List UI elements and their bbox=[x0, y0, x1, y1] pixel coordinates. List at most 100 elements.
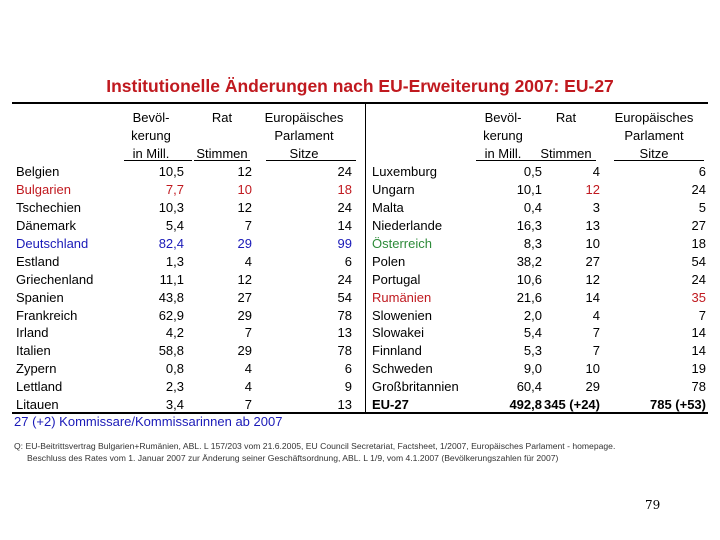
council-votes-value: 7 bbox=[244, 325, 252, 341]
ep-seats-value: 14 bbox=[337, 217, 352, 233]
country-name: Frankreich bbox=[16, 307, 78, 323]
population-value: 43,8 bbox=[158, 289, 184, 305]
country-name: Slowenien bbox=[372, 307, 432, 323]
table-row: Belgien 10,5 12 24 Luxemburg 0,5 4 6 bbox=[12, 163, 708, 181]
ep-seats-value: 78 bbox=[691, 379, 706, 395]
council-votes-value: 27 bbox=[585, 253, 600, 269]
ep-seats-value: 6 bbox=[344, 253, 352, 269]
table-row: Litauen 3,4 7 13 EU-27 492,8 345 (+24) 785 (+53… bbox=[12, 396, 708, 414]
header-text: Rat bbox=[555, 110, 577, 125]
country-name: Niederlande bbox=[372, 217, 443, 233]
header-text: in Mill. bbox=[132, 146, 170, 161]
population-value: 4,2 bbox=[165, 325, 184, 341]
council-votes-value: 10 bbox=[585, 235, 600, 251]
country-name: Italien bbox=[16, 343, 51, 359]
council-votes-value: 27 bbox=[237, 289, 252, 305]
population-value: 0,5 bbox=[523, 164, 542, 179]
council-votes-value: 29 bbox=[237, 343, 252, 359]
left-header-rat: Rat Stimmen bbox=[188, 109, 256, 163]
country-name: EU-27 bbox=[372, 397, 409, 413]
right-header-underline bbox=[476, 160, 544, 161]
header-text: Europäisches bbox=[264, 110, 344, 125]
table-row: Lettland 2,3 4 9 Großbritannien 60,4 29 78 bbox=[12, 378, 708, 396]
population-value: 2,3 bbox=[165, 379, 184, 395]
ep-seats-value: 54 bbox=[337, 289, 352, 305]
council-votes-value: 29 bbox=[237, 307, 252, 323]
council-votes-value: 4 bbox=[244, 361, 252, 377]
country-name: Slowakei bbox=[372, 325, 425, 341]
ep-seats-value: 27 bbox=[691, 217, 706, 233]
population-value: 60,4 bbox=[516, 379, 542, 395]
table-row: Italien 58,8 29 78 Finnland 5,3 7 14 bbox=[12, 342, 708, 360]
header-text: Bevöl- bbox=[132, 110, 170, 125]
bottom-rule bbox=[12, 412, 708, 414]
council-votes-value: 7 bbox=[244, 397, 252, 413]
left-header-underline bbox=[194, 160, 250, 161]
country-name: Schweden bbox=[372, 361, 433, 377]
country-name: Ungarn bbox=[372, 181, 415, 197]
ep-seats-value: 99 bbox=[337, 235, 352, 251]
ep-seats-value: 9 bbox=[344, 379, 352, 395]
country-name: Polen bbox=[372, 253, 406, 269]
header-text: Sitze bbox=[289, 146, 319, 161]
country-name: Griechenland bbox=[16, 271, 94, 287]
country-name: Tschechien bbox=[16, 199, 82, 215]
population-value: 0,8 bbox=[165, 361, 184, 377]
ep-seats-value: 24 bbox=[337, 271, 352, 287]
council-votes-value: 7 bbox=[592, 343, 600, 359]
ep-seats-value: 54 bbox=[691, 253, 706, 269]
council-votes-value: 12 bbox=[585, 271, 600, 287]
country-name: Luxemburg bbox=[372, 164, 438, 179]
ep-seats-value: 18 bbox=[691, 235, 706, 251]
source-line-1: Q: EU-Beitrittsvertrag Bulgarien+Rumänie… bbox=[14, 441, 616, 451]
population-value: 9,0 bbox=[523, 361, 542, 377]
table-row: Zypern 0,8 4 6 Schweden 9,0 10 19 bbox=[12, 360, 708, 378]
ep-seats-value: 18 bbox=[337, 181, 352, 197]
left-header-underline bbox=[124, 160, 192, 161]
header-text: Stimmen bbox=[196, 146, 248, 161]
council-votes-value: 4 bbox=[592, 164, 600, 179]
header-text: kerung bbox=[483, 128, 523, 143]
ep-seats-value: 78 bbox=[337, 307, 352, 323]
country-name: Spanien bbox=[16, 289, 64, 305]
page-title: Institutionelle Änderungen nach EU-Erwei… bbox=[106, 76, 614, 96]
ep-seats-value: 24 bbox=[337, 199, 352, 215]
ep-seats-value: 13 bbox=[337, 397, 352, 413]
council-votes-value: 14 bbox=[585, 289, 600, 305]
population-value: 62,9 bbox=[158, 307, 184, 323]
table-row: Deutschland 82,4 29 99 Österreich 8,3 10 18 bbox=[12, 235, 708, 253]
kommissare-note: 27 (+2) Kommissare/Kommissarinnen ab 200… bbox=[14, 414, 283, 429]
population-value: 7,7 bbox=[165, 181, 184, 197]
population-value: 58,8 bbox=[158, 343, 184, 359]
ep-seats-value: 19 bbox=[691, 361, 706, 377]
country-name: Rumänien bbox=[372, 289, 432, 305]
population-value: 11,1 bbox=[159, 271, 184, 287]
country-name: Dänemark bbox=[16, 217, 76, 233]
table-row: Spanien 43,8 27 54 Rumänien 21,6 14 35 bbox=[12, 289, 708, 307]
left-header-ep: Europäisches Parlament Sitze bbox=[250, 109, 358, 163]
ep-seats-value: 6 bbox=[344, 361, 352, 377]
ep-seats-value: 13 bbox=[337, 325, 352, 341]
header-text: Bevöl- bbox=[484, 110, 522, 125]
population-value: 492,8 bbox=[509, 397, 542, 413]
council-votes-value: 12 bbox=[237, 199, 252, 215]
source-line-2: Beschluss des Rates vom 1. Januar 2007 z… bbox=[27, 453, 559, 463]
country-name: Lettland bbox=[16, 379, 63, 395]
right-header-ep: Europäisches Parlament Sitze bbox=[600, 109, 708, 163]
ep-seats-value: 24 bbox=[691, 181, 706, 197]
population-value: 3,4 bbox=[165, 397, 184, 413]
population-value: 10,3 bbox=[158, 199, 184, 215]
left-header-underline bbox=[266, 160, 356, 161]
population-value: 0,4 bbox=[523, 199, 542, 215]
council-votes-value: 29 bbox=[585, 379, 600, 395]
ep-seats-value: 24 bbox=[691, 271, 706, 287]
country-name: Deutschland bbox=[16, 235, 89, 251]
council-votes-value: 7 bbox=[244, 217, 252, 233]
ep-seats-value: 78 bbox=[337, 343, 352, 359]
top-rule bbox=[12, 102, 708, 104]
council-votes-value: 3 bbox=[592, 199, 600, 215]
population-value: 21,6 bbox=[516, 289, 542, 305]
population-value: 8,3 bbox=[523, 235, 542, 251]
population-value: 5,4 bbox=[523, 325, 542, 341]
header-text: kerung bbox=[131, 128, 171, 143]
